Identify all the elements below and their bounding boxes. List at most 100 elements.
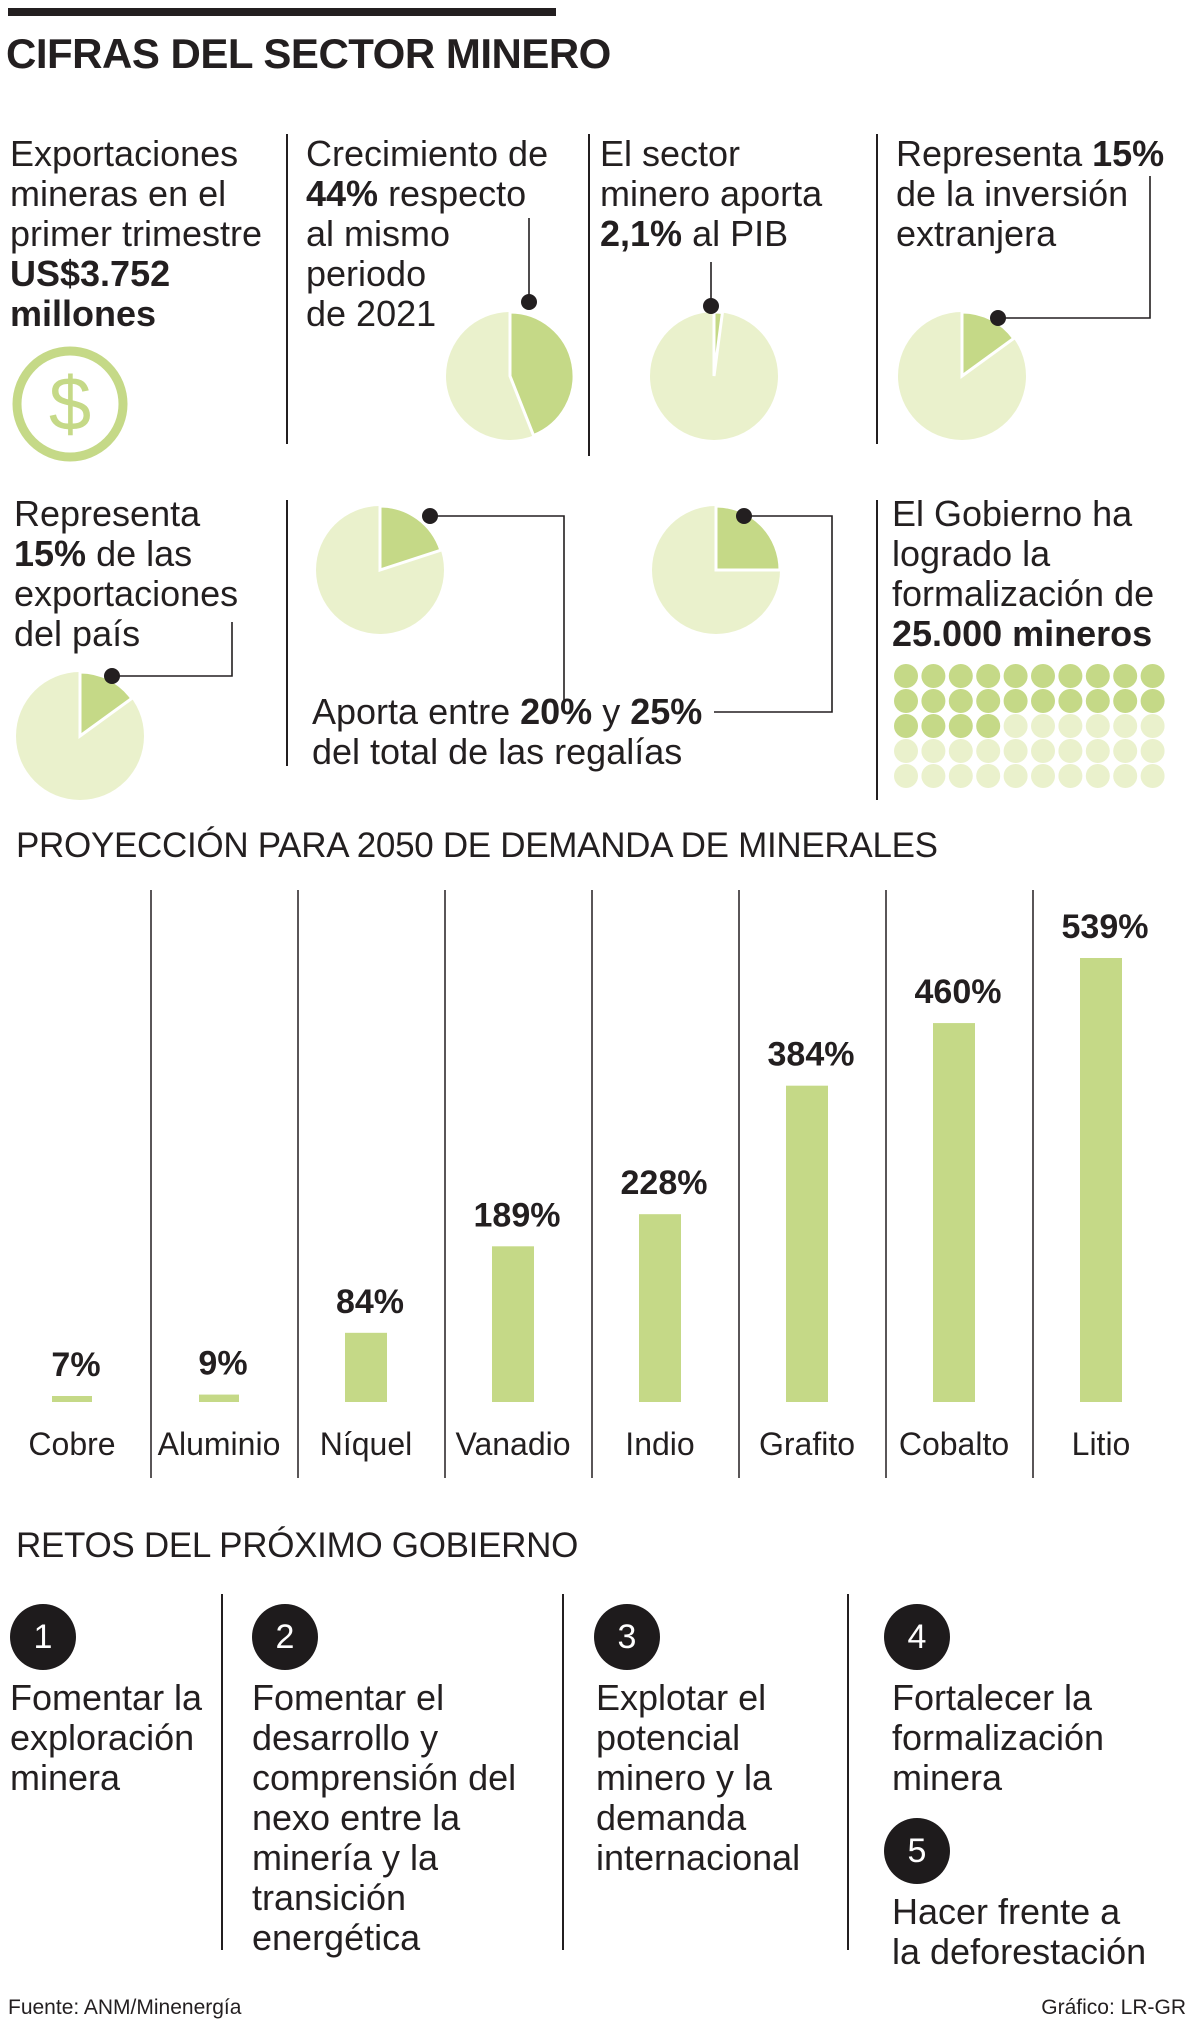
dot-formalized <box>894 714 918 738</box>
dot-formalized <box>948 689 973 713</box>
dot <box>921 739 946 763</box>
stat-text: respecto <box>378 173 527 214</box>
category-label: Vanadio <box>455 1426 570 1462</box>
dot <box>1085 764 1110 788</box>
pie-royalties-25 <box>652 504 782 634</box>
dot-formalized <box>1140 689 1165 713</box>
challenge-text: formalización <box>892 1717 1105 1758</box>
stat-text: al PIB <box>682 213 789 254</box>
category-label: Cobre <box>28 1426 115 1462</box>
dot-formalized <box>1140 664 1165 688</box>
dot <box>1003 714 1028 738</box>
divider <box>588 134 590 456</box>
dot-formalized <box>921 689 946 713</box>
bar-cobre <box>52 1396 92 1402</box>
miners-dot-grid <box>894 664 1165 788</box>
challenge-number: 3 <box>594 1604 660 1670</box>
dot <box>1113 714 1138 738</box>
challenge-4: Fortalecer la formalización minera <box>892 1678 1104 1798</box>
stat-exports: Exportaciones mineras en el primer trime… <box>10 134 262 334</box>
stat-text: El Gobierno ha <box>892 493 1133 534</box>
dollar-icon: $ <box>12 346 128 462</box>
stat-investment: Representa 15% de la inversión extranjer… <box>896 134 1164 254</box>
stat-text: Exportaciones <box>10 133 239 174</box>
dot-formalized <box>894 664 918 688</box>
dot <box>1140 739 1165 763</box>
stat-gdp: El sector minero aporta 2,1% al PIB <box>600 134 822 254</box>
challenge-text: Explotar el <box>596 1677 767 1718</box>
stat-text: periodo <box>306 253 427 294</box>
stat-value: US$3.752 <box>10 253 171 294</box>
dot <box>976 764 1001 788</box>
dot-formalized <box>1113 664 1138 688</box>
challenges-title: RETOS DEL PRÓXIMO GOBIERNO <box>16 1526 579 1565</box>
projection-title: PROYECCIÓN PARA 2050 DE DEMANDA DE MINER… <box>16 826 938 865</box>
credit: Gráfico: LR-GR <box>1041 1996 1186 2019</box>
dot-formalized <box>1113 689 1138 713</box>
category-label: Cobalto <box>899 1426 1009 1462</box>
challenge-text: la deforestación <box>892 1931 1147 1972</box>
svg-text:$: $ <box>49 362 91 447</box>
dot-formalized <box>976 689 1001 713</box>
bar-cobalto <box>933 1023 975 1402</box>
dot <box>1058 739 1083 763</box>
challenge-number: 4 <box>884 1604 950 1670</box>
challenge-text: energética <box>252 1917 421 1958</box>
dot-formalized <box>1003 664 1028 688</box>
source: Fuente: ANM/Minenergía <box>8 1996 242 2019</box>
stat-value: 15% <box>1092 133 1165 174</box>
dot <box>1058 714 1083 738</box>
challenge-text: exploración <box>10 1717 195 1758</box>
stat-text: minero aporta <box>600 173 823 214</box>
dot <box>1085 739 1110 763</box>
challenge-number: 2 <box>252 1604 318 1670</box>
dot-formalized <box>921 714 946 738</box>
bar-value-label: 460% <box>915 973 1002 1011</box>
challenge-text: comprensión del <box>252 1757 517 1798</box>
dot <box>948 764 973 788</box>
pie-investment <box>898 310 1026 440</box>
dot <box>1031 739 1055 763</box>
dot <box>1113 764 1138 788</box>
divider <box>876 134 878 444</box>
pie-growth <box>446 310 576 440</box>
stat-text: logrado la <box>892 533 1051 574</box>
category-label: Indio <box>625 1426 694 1462</box>
bar-grafito <box>786 1085 828 1402</box>
bar-value-label: 84% <box>336 1283 404 1321</box>
divider <box>562 1594 564 1950</box>
bar-indio <box>639 1214 681 1402</box>
divider <box>286 500 288 766</box>
dot-formalized <box>1003 689 1028 713</box>
challenge-text: nexo entre la <box>252 1797 461 1838</box>
challenge-text: Fomentar el <box>252 1677 445 1718</box>
challenge-1: Fomentar la exploración minera <box>10 1678 202 1798</box>
divider <box>847 1594 849 1950</box>
dot <box>1085 714 1110 738</box>
stat-value: 15% <box>14 533 87 574</box>
stat-text: mineras en el <box>10 173 227 214</box>
dot-formalized <box>1085 664 1110 688</box>
bar-value-label: 9% <box>198 1345 247 1383</box>
dot <box>894 739 918 763</box>
bar-value-label: 189% <box>474 1196 561 1234</box>
stat-text: Crecimiento de <box>306 133 549 174</box>
dot-formalized <box>976 714 1001 738</box>
challenge-text: minería y la <box>252 1837 439 1878</box>
challenge-text: Fomentar la <box>10 1677 203 1718</box>
dot <box>1031 714 1055 738</box>
stat-text: Representa <box>14 493 201 534</box>
dot-formalized <box>1058 689 1083 713</box>
dot <box>894 764 918 788</box>
stat-text: de 2021 <box>306 293 437 334</box>
stat-text: de las <box>86 533 193 574</box>
stat-text: Representa <box>896 133 1093 174</box>
bar-value-label: 384% <box>768 1036 855 1074</box>
page-title: CIFRAS DEL SECTOR MINERO <box>6 30 611 77</box>
stat-text: del total de las regalías <box>312 731 683 772</box>
bar-value-label: 539% <box>1062 908 1149 946</box>
bar-níquel <box>345 1332 387 1402</box>
stat-text: exportaciones <box>14 573 239 614</box>
stat-exports-share: Representa 15% de las exportaciones del … <box>14 494 238 654</box>
dot-formalized <box>948 714 973 738</box>
